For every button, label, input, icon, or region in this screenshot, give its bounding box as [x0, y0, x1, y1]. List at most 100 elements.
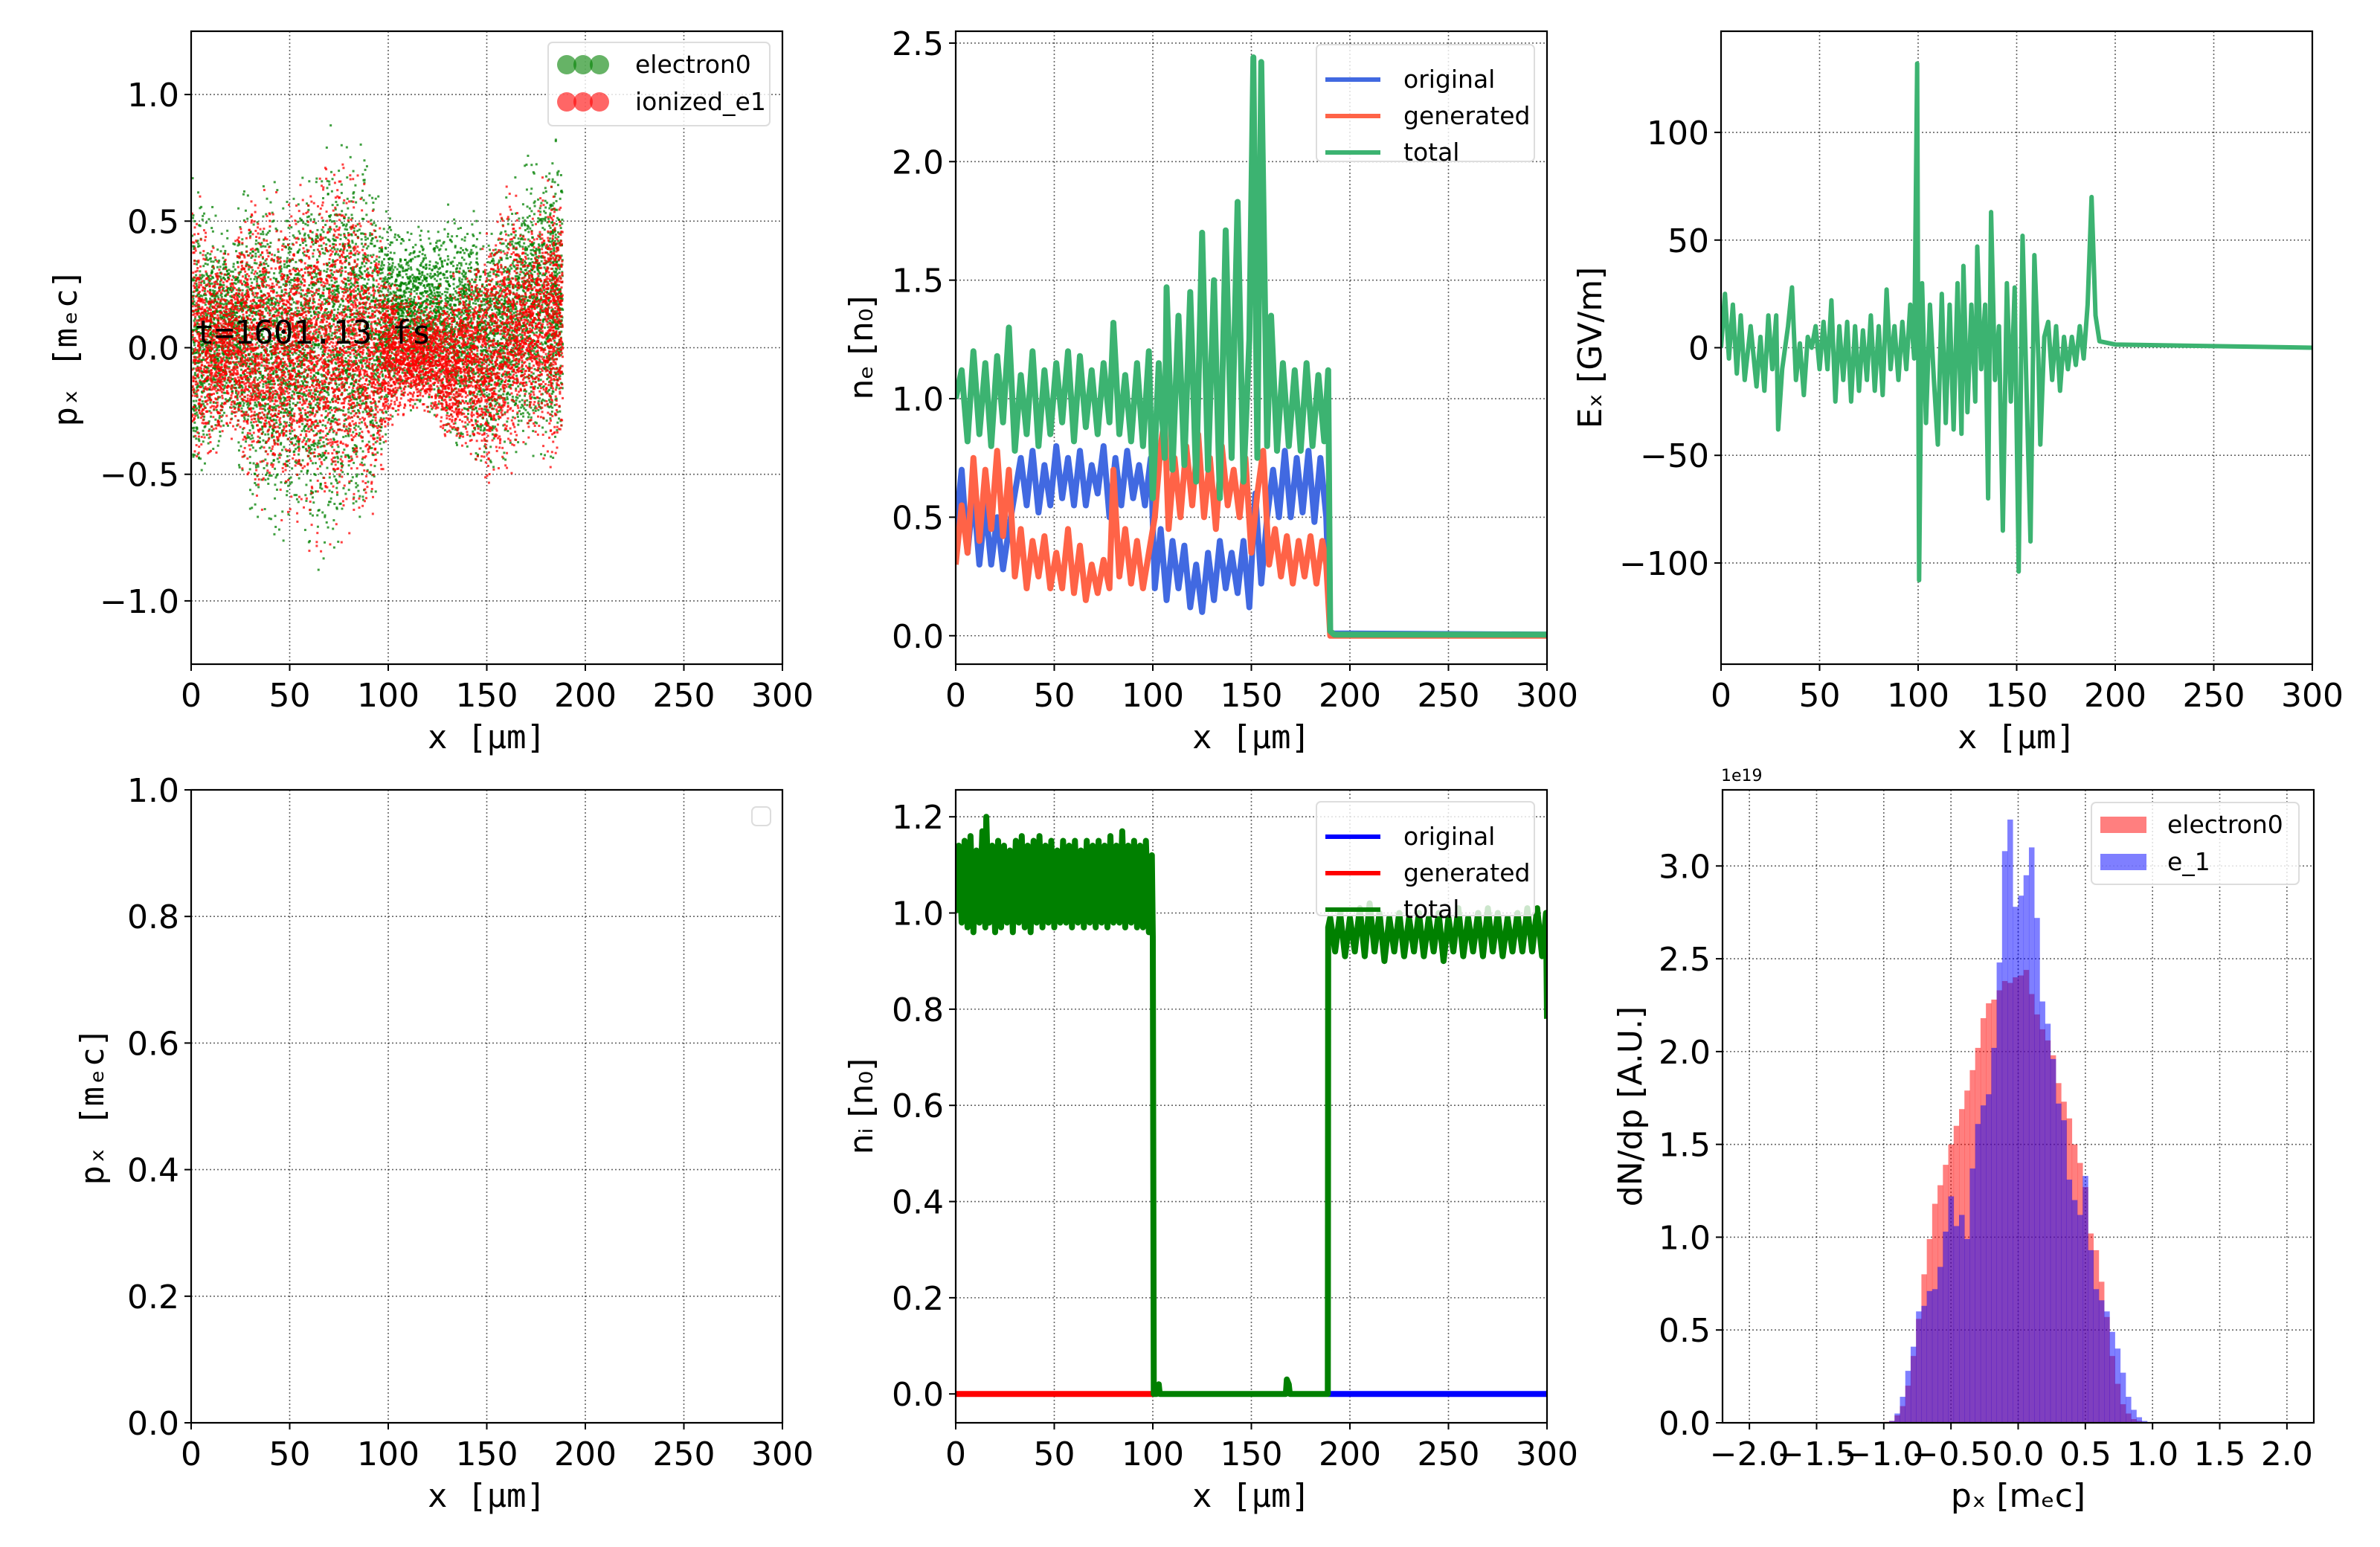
scatter-point	[221, 352, 224, 355]
scatter-point	[280, 291, 283, 294]
scatter-point	[407, 301, 410, 304]
scatter-point	[391, 321, 394, 324]
scatter-point	[328, 261, 331, 264]
scatter-point	[411, 313, 414, 316]
scatter-point	[271, 287, 274, 290]
scatter-point	[276, 473, 279, 476]
scatter-point	[249, 327, 252, 329]
scatter-point	[251, 446, 254, 449]
scatter-point	[344, 228, 347, 231]
scatter-point	[251, 437, 254, 440]
scatter-point	[306, 202, 309, 205]
scatter-point	[267, 298, 270, 301]
scatter-point	[342, 311, 345, 314]
scatter-point	[307, 264, 310, 267]
scatter-point	[382, 441, 385, 444]
scatter-point	[225, 302, 228, 305]
scatter-point	[237, 342, 239, 345]
scatter-point	[369, 254, 372, 257]
scatter-point	[350, 300, 353, 303]
scatter-point	[219, 434, 222, 437]
scatter-point	[265, 473, 268, 476]
scatter-point	[201, 343, 204, 346]
scatter-point	[196, 311, 199, 314]
scatter-point	[351, 476, 354, 479]
scatter-point	[287, 318, 290, 321]
scatter-point	[212, 310, 215, 313]
scatter-point	[267, 265, 270, 268]
scatter-point	[254, 292, 257, 295]
scatter-point	[309, 306, 312, 309]
scatter-point	[245, 328, 248, 331]
scatter-point	[318, 328, 321, 331]
scatter-point	[298, 350, 300, 353]
scatter-point	[220, 363, 223, 366]
scatter-point	[208, 328, 210, 331]
scatter-point	[260, 398, 263, 401]
scatter-point	[332, 305, 335, 308]
scatter-point	[245, 289, 248, 292]
scatter-point	[237, 449, 240, 452]
scatter-point	[197, 308, 200, 311]
scatter-point	[399, 295, 402, 298]
scatter-point	[410, 382, 413, 385]
scatter-point	[298, 277, 300, 280]
scatter-point	[255, 310, 258, 313]
scatter-point	[221, 402, 224, 405]
scatter-point	[344, 266, 347, 269]
scatter-point	[308, 449, 311, 452]
scatter-point	[248, 314, 251, 317]
scatter-point	[257, 337, 260, 340]
scatter-point	[302, 446, 305, 448]
scatter-point	[274, 277, 277, 280]
scatter-point	[318, 255, 321, 258]
scatter-point	[232, 263, 235, 266]
scatter-point	[351, 378, 354, 381]
scatter-point	[219, 356, 222, 358]
scatter-point	[219, 414, 222, 417]
scatter-point	[231, 378, 234, 381]
scatter-point	[309, 393, 312, 396]
scatter-point	[335, 433, 338, 436]
scatter-point	[297, 363, 300, 366]
scatter-point	[321, 451, 324, 454]
scatter-point	[416, 310, 419, 313]
scatter-point	[257, 309, 260, 312]
scatter-point	[344, 237, 347, 239]
scatter-point	[400, 309, 403, 312]
scatter-point	[217, 440, 220, 443]
scatter-point	[396, 319, 399, 322]
scatter-point	[199, 383, 202, 386]
scatter-point	[366, 394, 369, 397]
scatter-point	[277, 460, 280, 463]
scatter-point	[219, 329, 222, 332]
scatter-point	[333, 475, 336, 478]
scatter-point	[244, 274, 247, 277]
scatter-point	[259, 254, 262, 257]
scatter-point	[353, 312, 356, 315]
scatter-point	[316, 525, 319, 528]
scatter-point	[197, 438, 200, 441]
scatter-point	[409, 409, 412, 412]
scatter-point	[299, 329, 302, 332]
scatter-point	[239, 302, 242, 305]
scatter-point	[306, 216, 309, 219]
scatter-point	[411, 277, 414, 280]
scatter-point	[236, 329, 239, 332]
scatter-point	[213, 317, 216, 320]
scatter-point	[347, 472, 350, 475]
scatter-point	[193, 303, 196, 306]
scatter-point	[324, 515, 327, 518]
scatter-point	[393, 318, 396, 321]
scatter-point	[404, 248, 407, 251]
scatter-point	[305, 448, 308, 451]
scatter-point	[275, 309, 278, 312]
scatter-point	[378, 396, 381, 399]
scatter-point	[375, 258, 378, 261]
scatter-point	[327, 504, 329, 506]
scatter-point	[215, 385, 218, 387]
scatter-point	[289, 278, 292, 281]
scatter-point	[357, 277, 360, 280]
scatter-point	[423, 307, 426, 310]
scatter-point	[312, 255, 315, 258]
